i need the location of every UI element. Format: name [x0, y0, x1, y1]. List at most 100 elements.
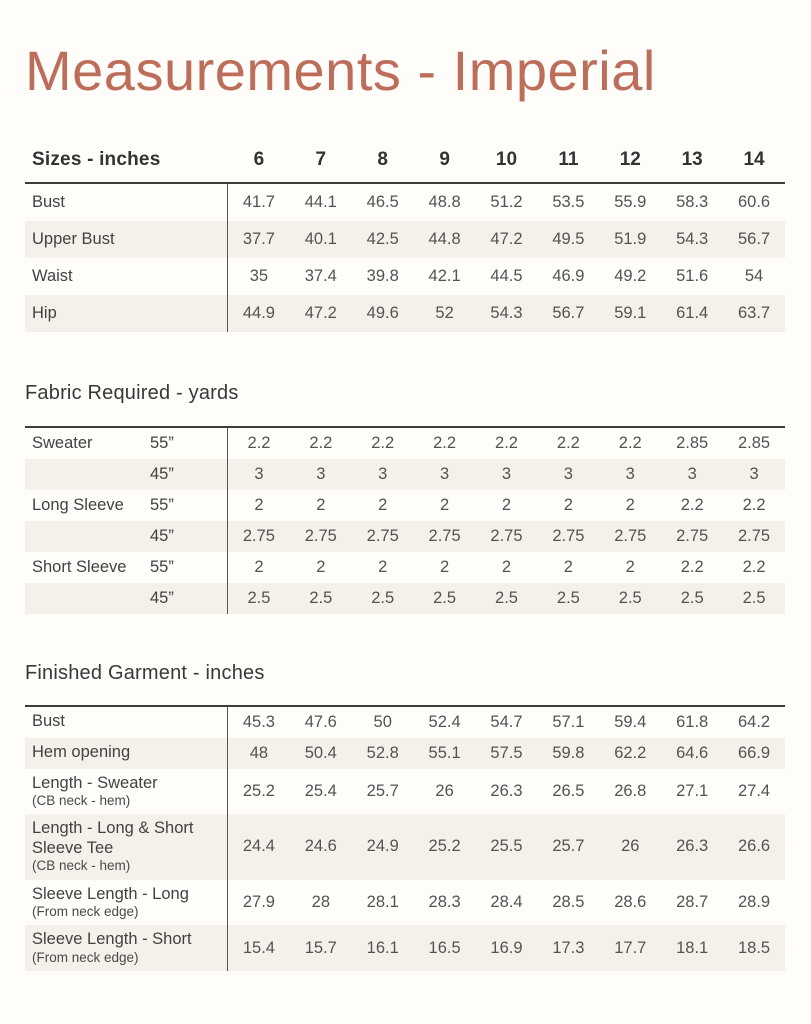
row-value: 63.7 [737, 303, 771, 322]
row-value: 3 [316, 464, 326, 483]
row-label: Hem opening [25, 737, 228, 769]
row-label: Length - Sweater (CB neck - hem) [25, 768, 228, 815]
row-value: 28.5 [552, 892, 585, 911]
row-value: 49.6 [366, 303, 399, 322]
row-value: 2.5 [247, 588, 271, 607]
row-value: 28.3 [428, 892, 461, 911]
table-row: Upper Bust 37.7 40.1 42.5 44.8 47.2 49.5 51.9 54… [25, 220, 785, 258]
row-value: 2.5 [433, 588, 457, 607]
sizes-table-body: Bust 41.7 44.1 46.5 48.8 51.2 53.5 55.9 58.3 60.6… [25, 181, 785, 332]
row-value: 28.7 [676, 892, 709, 911]
row-value: 2.75 [552, 526, 585, 545]
finished-section-title: Finished Garment - inches [25, 661, 265, 684]
row-value: 26 [435, 782, 454, 801]
garment-label: Short Sleeve [32, 557, 127, 576]
fabric-section-title: Fabric Required - yards [25, 381, 239, 404]
row-value: 3 [687, 464, 697, 483]
row-sublabel-text: (CB neck - hem) [32, 793, 131, 809]
finished-garment-section: Finished Garment - inches Bust 45.3 47.6 50… [25, 662, 785, 971]
row-value: 2.75 [490, 526, 523, 545]
row-value: 3 [501, 464, 512, 483]
row-value: 61.8 [676, 712, 709, 731]
row-value: 2 [625, 495, 635, 514]
row-value: 54.7 [490, 712, 523, 731]
row-sublabel-text: (From neck edge) [32, 903, 139, 919]
row-value: 2.5 [742, 588, 766, 607]
row-value: 2.5 [556, 588, 580, 607]
row-value: 25.4 [304, 782, 337, 801]
row-value: 50 [373, 712, 392, 731]
fabric-table-body: Sweater 55” 2.2 2.2 2.2 2.2 2.2 2.2 2.2 2.85 2.85 4… [25, 425, 785, 614]
row-label: Bust [25, 706, 228, 738]
row-value: 47.2 [304, 303, 337, 322]
row-value: 45.3 [242, 712, 275, 731]
row-value: 44.1 [304, 192, 337, 211]
row-value: 3 [254, 464, 264, 483]
row-label-text: Length - Long & Short Sleeve Tee [32, 819, 194, 857]
row-value: 58.3 [676, 192, 709, 211]
size-column-header: 8 [377, 148, 388, 170]
row-value: 16.9 [490, 938, 523, 957]
row-value: 2.2 [433, 433, 457, 452]
row-value: 2.2 [742, 557, 766, 576]
row-value: 49.2 [614, 266, 647, 285]
row-value: 2.2 [556, 433, 580, 452]
row-value: 2.5 [495, 588, 518, 607]
row-value: 18.1 [676, 938, 709, 957]
table-row: 45” 2.5 2.5 2.5 2.5 2.5 2.5 2.5 2.5 2.5 [25, 582, 785, 614]
row-value: 2.2 [247, 433, 271, 452]
row-value: 2.2 [742, 495, 766, 514]
sizes-header-row: Sizes - inches 6 7 8 9 10 11 12 13 14 [25, 149, 785, 182]
row-value: 37.7 [242, 229, 275, 248]
sizes-section: Sizes - inches 6 7 8 9 10 11 12 13 14 Bu… [25, 149, 785, 332]
row-value: 26.6 [737, 837, 771, 856]
row-value: 54.3 [490, 303, 523, 322]
table-row: Long Sleeve 55” 2 2 2 2 2 2 2 2.2 2.2 [25, 489, 785, 521]
row-value: 66.9 [737, 743, 771, 762]
row-value: 39.8 [366, 266, 399, 285]
row-value: 2 [563, 557, 573, 576]
row-value: 25.5 [490, 837, 523, 856]
row-label-text: Bust [32, 711, 66, 730]
row-value: 57.5 [490, 743, 523, 762]
fabric-section: Fabric Required - yards Sweater 55” 2.2 2.2… [25, 382, 785, 614]
table-row: 45” 2.75 2.75 2.75 2.75 2.75 2.75 2.75 2.75 2.75 [25, 520, 785, 552]
row-value: 28.9 [737, 892, 771, 911]
row-value: 18.5 [737, 938, 771, 957]
size-column-header: 13 [681, 148, 703, 170]
row-value: 2.75 [304, 526, 337, 545]
row-value: 28 [311, 892, 330, 911]
row-value: 15.7 [304, 938, 337, 957]
row-label-text: Length - Sweater [32, 773, 158, 792]
size-column-header: 6 [253, 148, 265, 170]
garment-label [25, 583, 143, 614]
row-value: 51.2 [490, 192, 523, 211]
row-value: 2 [440, 557, 450, 576]
row-label: Bust [25, 183, 228, 221]
row-value: 35 [249, 266, 269, 285]
row-value: 52.8 [366, 743, 399, 762]
table-row: Sleeve Length - Short (From neck edge) 15.… [25, 925, 785, 971]
row-value: 42.1 [428, 266, 461, 285]
fabric-width-label: 45” [143, 458, 228, 490]
row-value: 2 [378, 557, 388, 576]
row-value: 2.2 [309, 433, 333, 452]
measurement-sheet: Measurements - Imperial Sizes - inches 6… [0, 39, 811, 971]
row-value: 2.85 [676, 433, 709, 452]
row-value: 51.6 [676, 266, 709, 285]
row-value: 44.5 [490, 266, 523, 285]
row-value: 3 [440, 464, 450, 483]
row-value: 44.9 [242, 303, 275, 322]
table-row: Hem opening 48 50.4 52.8 55.1 57.5 59.8 62.2 64.… [25, 737, 785, 769]
row-value: 15.4 [242, 938, 275, 957]
row-value: 52.4 [428, 712, 461, 731]
row-value: 28.4 [490, 892, 523, 911]
size-column-header: 14 [743, 148, 765, 170]
row-value: 26.8 [614, 782, 647, 801]
table-row: Length - Long & Short Sleeve Tee (CB neck… [25, 814, 785, 880]
row-value: 46.5 [366, 192, 399, 211]
row-value: 2.75 [737, 526, 771, 545]
row-label-text: Sleeve Length - Short [32, 930, 192, 949]
row-value: 42.5 [366, 229, 399, 248]
table-row: Short Sleeve 55” 2 2 2 2 2 2 2 2.2 2.2 [25, 551, 785, 583]
